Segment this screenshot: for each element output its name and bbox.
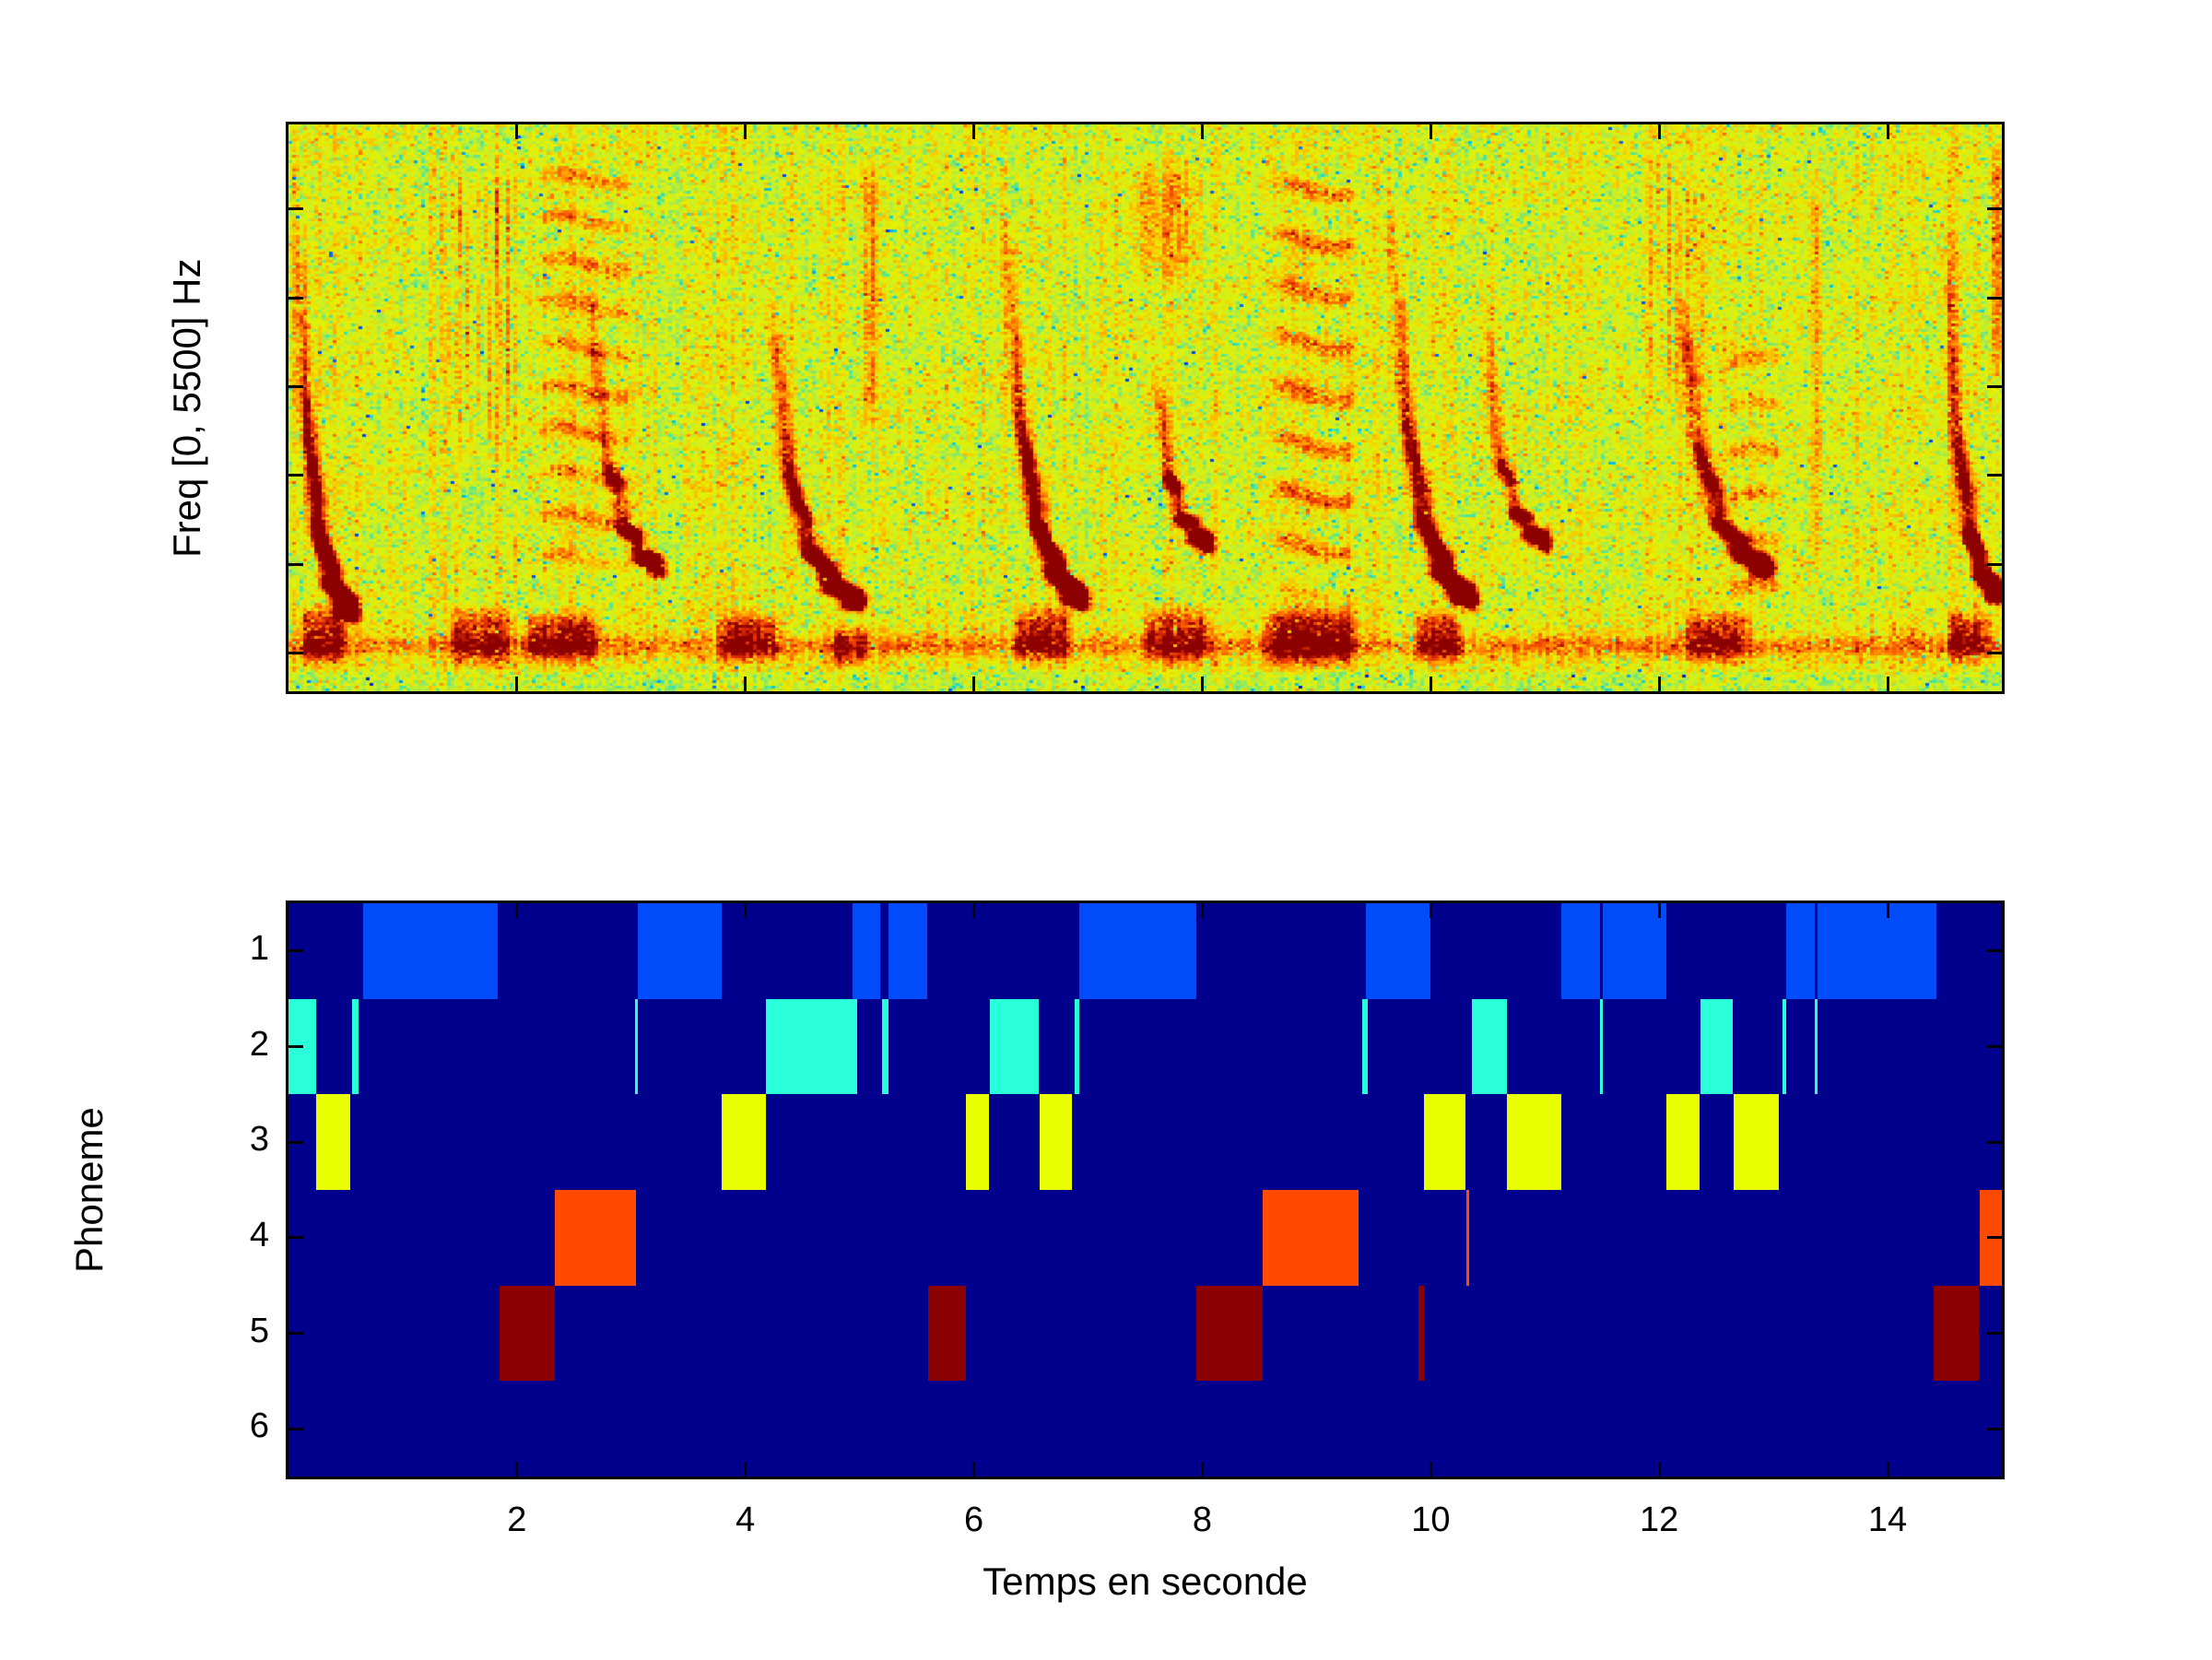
phoneme-block-row3 [1733, 1094, 1780, 1190]
phoneme-block-row5 [1933, 1285, 1980, 1382]
phoneme-block-row2 [1700, 998, 1733, 1095]
phoneme-ylabel: Phoneme [67, 1107, 111, 1273]
spectrogram-axes [286, 122, 2005, 694]
phoneme-block-row2 [352, 998, 359, 1095]
phoneme-block-row3 [721, 1094, 767, 1190]
phoneme-block-row2 [1814, 998, 1818, 1095]
phoneme-block-row2 [634, 998, 639, 1095]
phoneme-block-row2 [989, 998, 1040, 1095]
phoneme-block-row1 [1818, 903, 1937, 999]
phoneme-block-row3 [315, 1094, 350, 1190]
phoneme-block-row2 [882, 998, 888, 1095]
phoneme-tick-label: 5 [249, 1311, 269, 1350]
phoneme-block-row1 [638, 903, 722, 999]
phoneme-block-row3 [1507, 1094, 1561, 1190]
phoneme-block-row1 [1078, 903, 1197, 999]
phoneme-tick-label: 2 [249, 1024, 269, 1064]
phoneme-block-row3 [1423, 1094, 1465, 1190]
phoneme-tick-labels: 1 2 3 4 5 6 [147, 901, 269, 1474]
phoneme-block-row1 [888, 903, 927, 999]
time-tick-label: 10 [1411, 1501, 1451, 1539]
phoneme-tick-label: 1 [249, 928, 269, 968]
phoneme-block-row2 [288, 998, 316, 1095]
phoneme-block-row1 [362, 903, 498, 999]
phoneme-block-row3 [1665, 1094, 1700, 1190]
phoneme-block-row5 [928, 1285, 966, 1382]
phoneme-axes [286, 901, 2005, 1479]
time-tick-label: 4 [735, 1501, 756, 1539]
phoneme-block-row4 [1980, 1190, 2002, 1286]
phoneme-block-row2 [1361, 998, 1369, 1095]
phoneme-block-row1 [1560, 903, 1600, 999]
spectrogram-canvas [288, 124, 2002, 691]
phoneme-block-row1 [1785, 903, 1815, 999]
phoneme-block-row2 [1783, 998, 1786, 1095]
phoneme-block-row3 [1040, 1094, 1073, 1190]
spectrogram-ylabel: Freq [0, 5500] Hz [165, 258, 208, 558]
phoneme-block-row1 [1365, 903, 1431, 999]
phoneme-block-row1 [853, 903, 880, 999]
phoneme-block-row4 [1263, 1190, 1359, 1286]
time-tick-label: 2 [507, 1501, 527, 1539]
phoneme-block-row1 [1603, 903, 1666, 999]
time-tick-labels: 2 4 6 8 10 12 14 [288, 1502, 2002, 1548]
phoneme-block-row5 [1418, 1285, 1424, 1382]
phoneme-block-row5 [500, 1285, 555, 1382]
phoneme-block-row2 [766, 998, 858, 1095]
phoneme-blocks-layer [288, 903, 2002, 1477]
phoneme-block-row2 [1599, 998, 1604, 1095]
time-tick-label: 12 [1640, 1501, 1679, 1539]
phoneme-block-row4 [1465, 1190, 1470, 1286]
x-axis-label: Temps en seconde [982, 1560, 1308, 1603]
phoneme-tick-label: 6 [249, 1407, 269, 1446]
time-tick-label: 6 [964, 1501, 984, 1539]
phoneme-tick-label: 4 [249, 1215, 269, 1254]
phoneme-block-row4 [554, 1190, 636, 1286]
phoneme-block-row3 [965, 1094, 989, 1190]
phoneme-block-row2 [1074, 998, 1079, 1095]
phoneme-tick-label: 3 [249, 1120, 269, 1160]
time-tick-label: 14 [1867, 1501, 1908, 1539]
phoneme-block-row2 [1471, 998, 1508, 1095]
time-tick-label: 8 [1192, 1501, 1213, 1539]
phoneme-block-row5 [1196, 1285, 1264, 1382]
